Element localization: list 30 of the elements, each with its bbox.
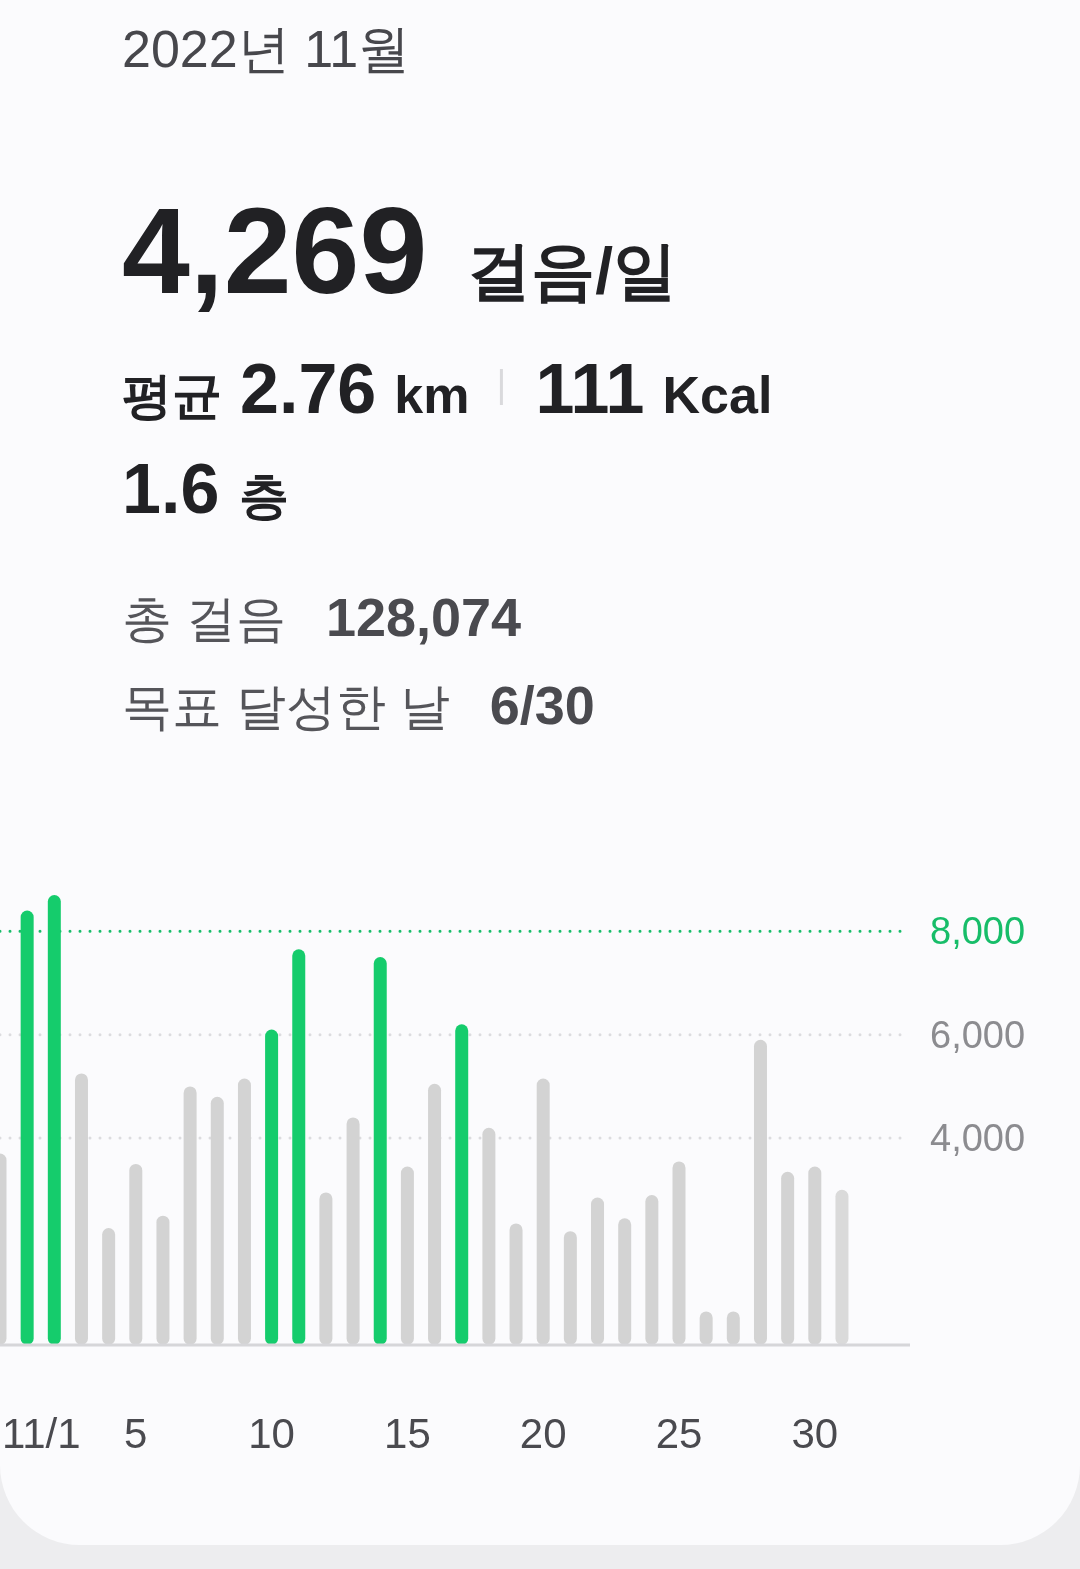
ref-line-label: 8,000 (930, 910, 1026, 953)
bar (455, 1024, 469, 1345)
bar (373, 957, 387, 1345)
x-tick-label: 20 (519, 1410, 567, 1457)
text: 층 (239, 468, 290, 524)
text: 111 (535, 350, 645, 428)
bar (20, 910, 34, 1345)
text: 평균 (122, 368, 222, 424)
text: 걸음/일 (467, 235, 678, 307)
chart-title: 2022년 11월 (122, 20, 411, 78)
bar (265, 1029, 279, 1345)
x-tick-label: 11/1 (2, 1410, 81, 1457)
text: 2.76 (240, 350, 377, 428)
x-tick-label: 15 (384, 1410, 431, 1457)
text: 4,269 (122, 183, 428, 319)
text: km (394, 366, 470, 424)
x-tick-label: 30 (791, 1410, 839, 1457)
bar (292, 949, 306, 1345)
x-tick-label: 10 (248, 1410, 295, 1457)
text: 목표 달성한 날 (122, 679, 450, 735)
text: 1.6 (122, 450, 220, 528)
x-tick-label: 25 (655, 1410, 703, 1457)
y-tick-label: 4,000 (930, 1117, 1026, 1160)
y-tick-label: 6,000 (930, 1013, 1026, 1056)
text: 총 걸음 (122, 591, 286, 647)
x-tick-label: 5 (124, 1410, 148, 1457)
text: Kcal (662, 366, 773, 424)
bar (47, 895, 61, 1345)
text: 6/30 (489, 675, 595, 735)
text: 128,074 (325, 587, 522, 647)
